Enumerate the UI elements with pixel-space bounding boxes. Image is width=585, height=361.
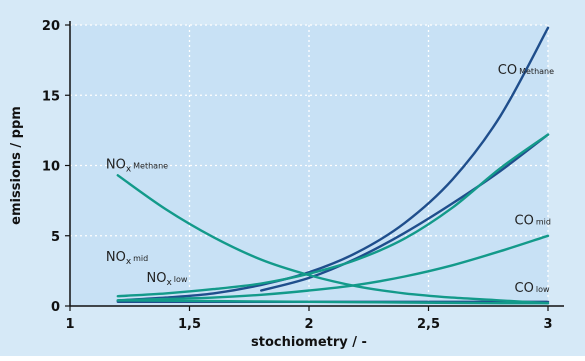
series-line-nox-low (116, 234, 550, 302)
series-line-co-methane (116, 26, 550, 302)
series-labels: CO Methane CO mid CO low NOx Methane NOx mid NOx lo… (106, 63, 554, 296)
x-tick-label: 2 (304, 317, 313, 332)
series-label-co-methane: CO Methane (498, 63, 554, 78)
x-tick-label: 1,5 (178, 317, 201, 332)
series-label-nox-methane: NOx Methane (106, 157, 168, 174)
x-axis-label: stochiometry / - (251, 335, 367, 350)
y-tick-label: 5 (51, 230, 60, 245)
axes (65, 21, 564, 311)
x-tick-label: 1 (65, 317, 74, 332)
series-label-co-low: CO low (515, 281, 550, 296)
series-line-co-mid (260, 133, 550, 292)
x-tick-label: 2,5 (417, 317, 440, 332)
x-tick-labels: 1 1,5 2 2,5 3 (65, 317, 552, 332)
y-tick-label: 15 (42, 89, 60, 104)
series-label-nox-low: NOx low (146, 271, 187, 288)
series-line-nox-low-baseline (116, 299, 550, 305)
series-label-co-mid: CO mid (515, 214, 551, 229)
series-line-nox-methane (116, 174, 550, 305)
y-axis-label: emissions / ppm (9, 106, 24, 225)
y-tick-labels: 0 5 10 15 20 (42, 19, 60, 315)
grid-lines (70, 24, 549, 306)
series-label-nox-mid: NOx mid (106, 250, 148, 267)
series-lines (116, 26, 550, 305)
y-tick-label: 20 (42, 19, 60, 34)
y-tick-label: 10 (42, 160, 60, 175)
series-line-nox-mid (116, 133, 550, 298)
y-tick-label: 0 (51, 300, 60, 315)
x-tick-label: 3 (543, 317, 552, 332)
